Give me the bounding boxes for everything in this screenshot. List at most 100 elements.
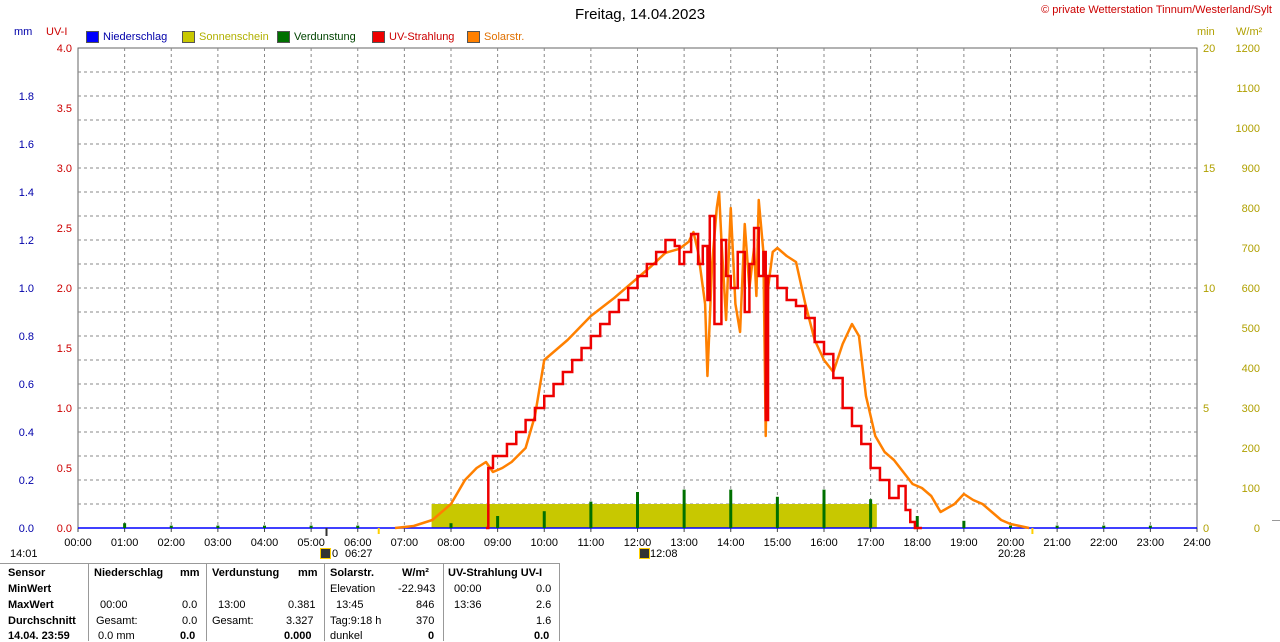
wm2-tick-label: 1100 <box>1236 83 1260 95</box>
sunshine-bar <box>431 504 877 528</box>
mm-tick-label: 0.0 <box>19 523 34 535</box>
stats-row-label: MinWert <box>8 583 52 595</box>
min-axis-head: min <box>1197 26 1215 38</box>
x-tick-label: 22:00 <box>1090 537 1118 549</box>
legend-label-niederschlag: Niederschlag <box>103 31 168 43</box>
stats-divider <box>206 563 207 641</box>
legend-swatch-uv-strahlung <box>372 31 385 43</box>
wm2-tick-label: 900 <box>1242 163 1260 175</box>
legend-uv-strahlung: UV-Strahlung <box>372 31 454 43</box>
uv-header: UV-Strahlung UV-I <box>448 567 543 579</box>
legend-sonnenschein: Sonnenschein <box>182 31 269 43</box>
uvi-tick-label: 0.5 <box>57 463 72 475</box>
uvi-tick-label: 3.5 <box>57 103 72 115</box>
solar-max-time: 13:45 <box>336 599 364 611</box>
verdunstung-total-label: Gesamt: <box>212 615 254 627</box>
stats-row-label: MaxWert <box>8 599 54 611</box>
verdunstung-header: Verdunstung <box>212 567 280 579</box>
x-tick-label: 15:00 <box>764 537 792 549</box>
wm2-tick-label: 300 <box>1242 403 1260 415</box>
niederschlag-last-label: 0.0 mm <box>98 630 135 642</box>
x-tick-label: 04:00 <box>251 537 279 549</box>
niederschlag-unit: mm <box>180 567 200 579</box>
x-tick-label: 12:00 <box>624 537 652 549</box>
wm2-tick-label: 200 <box>1242 443 1260 455</box>
copyright-note: © private Wetterstation Tinnum/Westerlan… <box>1041 4 1272 16</box>
x-tick-label: 03:00 <box>204 537 232 549</box>
legend-niederschlag: Niederschlag <box>86 31 167 43</box>
x-tick-label: 11:00 <box>578 537 605 549</box>
legend-label-verdunstung: Verdunstung <box>294 31 356 43</box>
x-tick-label: 08:00 <box>437 537 465 549</box>
chart-title: Freitag, 14.04.2023 <box>574 6 706 23</box>
solar-dark-label: dunkel <box>330 630 363 642</box>
x-tick-label: 02:00 <box>157 537 185 549</box>
legend-swatch-sonnenschein <box>182 31 195 43</box>
x-tick-label: 13:00 <box>670 537 698 549</box>
solar-day-label: Tag:9:18 h <box>330 615 382 627</box>
mm-axis-head: mm <box>14 26 33 38</box>
legend-label-solarstr: Solarstr. <box>484 31 525 43</box>
uv-last: 0.0 <box>534 630 550 642</box>
niederschlag-last: 0.0 <box>180 630 196 642</box>
x-tick-label: 09:00 <box>484 537 512 549</box>
wm2-tick-label: 1000 <box>1236 123 1260 135</box>
sunrise-time: 06:27 <box>345 548 373 560</box>
wm2-tick-label: 700 <box>1242 243 1260 255</box>
wm2-tick-label: 500 <box>1242 323 1260 335</box>
min-tick-label: 5 <box>1203 403 1209 415</box>
legend-solarstr: Solarstr. <box>467 31 524 43</box>
niederschlag-total-label: Gesamt: <box>96 615 138 627</box>
uv-line <box>485 214 922 530</box>
current-time-marker: 14:01 <box>10 548 38 560</box>
sunrise-icon <box>320 548 331 559</box>
solar-dark: 0 <box>428 630 435 642</box>
x-tick-label: 06:00 <box>344 537 372 549</box>
niederschlag-total: 0.0 <box>182 615 198 627</box>
verdunstung-total: 3.327 <box>286 615 314 627</box>
mm-tick-label: 1.8 <box>19 91 34 103</box>
stats-divider <box>324 563 325 641</box>
mm-tick-label: 1.2 <box>19 235 34 247</box>
uvi-tick-label: 1.5 <box>57 343 72 355</box>
x-tick-label: 14:00 <box>717 537 745 549</box>
stats-row-label: Sensor <box>8 567 46 579</box>
solar-unit: W/m² <box>402 567 429 579</box>
wm2-tick-label: 1200 <box>1236 43 1260 55</box>
uvi-axis-head: UV-I <box>46 26 68 38</box>
x-tick-label: 16:00 <box>810 537 838 549</box>
legend-swatch-solarstr <box>467 31 480 43</box>
solar-max: 846 <box>416 599 435 611</box>
legend-verdunstung: Verdunstung <box>277 31 356 43</box>
x-tick-label: 23:00 <box>1137 537 1165 549</box>
mm-tick-label: 0.6 <box>19 379 34 391</box>
sunrise-prefix: 0 <box>332 548 339 560</box>
x-tick-label: 20:00 <box>997 537 1025 549</box>
niederschlag-max: 0.0 <box>182 599 198 611</box>
wm2-axis-head: W/m² <box>1236 26 1263 38</box>
uv-min: 0.0 <box>536 583 552 595</box>
wm2-tick-label: 400 <box>1242 363 1260 375</box>
x-tick-label: 19:00 <box>950 537 978 549</box>
legend-label-sonnenschein: Sonnenschein <box>199 31 269 43</box>
min-tick-label: 0 <box>1203 523 1209 535</box>
x-tick-label: 17:00 <box>857 537 885 549</box>
solar-elevation-label: Elevation <box>330 583 376 595</box>
mm-tick-label: 0.8 <box>19 331 34 343</box>
uvi-tick-label: 2.5 <box>57 223 72 235</box>
x-tick-label: 00:00 <box>64 537 92 549</box>
stats-row-label: 14.04. 23:59 <box>8 630 70 642</box>
uvi-tick-label: 3.0 <box>57 163 72 175</box>
stats-divider <box>88 563 89 641</box>
mm-tick-label: 0.4 <box>19 427 34 439</box>
x-tick-label: 18:00 <box>903 537 931 549</box>
x-tick-label: 07:00 <box>391 537 419 549</box>
verdunstung-max: 0.381 <box>288 599 316 611</box>
stats-divider <box>443 563 444 641</box>
noon-icon <box>639 548 650 559</box>
sunset-time: 20:28 <box>998 548 1026 560</box>
mm-tick-label: 1.6 <box>19 139 34 151</box>
niederschlag-header: Niederschlag <box>94 567 164 579</box>
weather-chart: 0.0 0.2 0.4 0.6 0.8 1.0 1.2 1.4 1.6 1.8 0.0 0.5 1.0 1… <box>19 43 1260 549</box>
wm2-tick-label: 800 <box>1242 203 1260 215</box>
